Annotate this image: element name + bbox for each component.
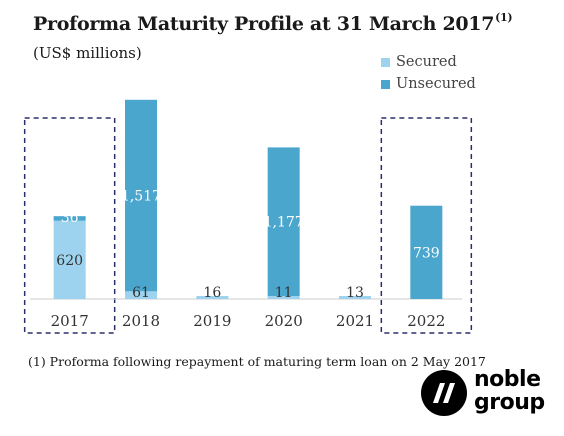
x-tick-label-2018: 2018: [122, 312, 160, 330]
noble-n-logo-icon: [421, 370, 467, 416]
x-tick-label-2019: 2019: [193, 312, 231, 330]
data-label-unsecured-2018: 1,517: [121, 189, 161, 205]
units-label: (US$ millions): [33, 44, 142, 62]
data-label-secured-2017: 620: [56, 253, 83, 269]
footnote: (1) Proforma following repayment of matu…: [28, 354, 486, 369]
logo-line-2: group: [474, 390, 545, 415]
legend-swatch-unsecured: [381, 79, 390, 89]
data-label-secured-2021: 13: [346, 285, 364, 301]
bar-secured-2019: [196, 296, 229, 299]
bar-unsecured-2017: [53, 216, 86, 221]
data-label-unsecured-2022: 739: [413, 245, 440, 261]
legend-label-unsecured: Unsecured: [396, 76, 476, 92]
logo-line-1: noble: [474, 367, 541, 392]
bar-secured-2017: [53, 220, 86, 299]
bar-secured-2018: [125, 291, 157, 299]
legend: Secured Unsecured: [381, 51, 476, 95]
x-tick-label-2022: 2022: [407, 312, 445, 330]
x-tick-label-2021: 2021: [336, 312, 374, 330]
bar-unsecured-2020: [267, 147, 300, 296]
legend-item-unsecured: Unsecured: [381, 73, 476, 95]
x-tick-label-2020: 2020: [265, 312, 303, 330]
x-tick-label-2017: 2017: [51, 312, 89, 330]
bar-unsecured-2018: [125, 99, 157, 292]
legend-swatch-secured: [381, 57, 390, 67]
highlight-box-2017: [23, 117, 116, 334]
data-label-secured-2020: 11: [275, 285, 293, 301]
data-label-unsecured-2020: 1,177: [264, 215, 304, 231]
chart-title: Proforma Maturity Profile at 31 March 20…: [33, 11, 513, 35]
bar-secured-2020: [267, 296, 300, 299]
company-logo: noble group: [421, 368, 555, 422]
bar-secured-2021: [339, 296, 371, 299]
data-label-secured-2019: 16: [203, 285, 221, 301]
bar-unsecured-2022: [410, 205, 443, 299]
title-footnote-marker: (1): [495, 11, 513, 24]
logo-wordmark: noble group: [474, 368, 545, 414]
data-label-secured-2018: 61: [132, 285, 150, 301]
highlight-box-2022: [380, 117, 473, 334]
legend-label-secured: Secured: [396, 54, 457, 70]
bar-chart: 620 36 2017 61 1,517 2018 16 2019 11 1,177 2020 13 2…: [23, 99, 473, 334]
legend-item-secured: Secured: [381, 51, 476, 73]
data-label-unsecured-2017: 36: [61, 210, 79, 226]
